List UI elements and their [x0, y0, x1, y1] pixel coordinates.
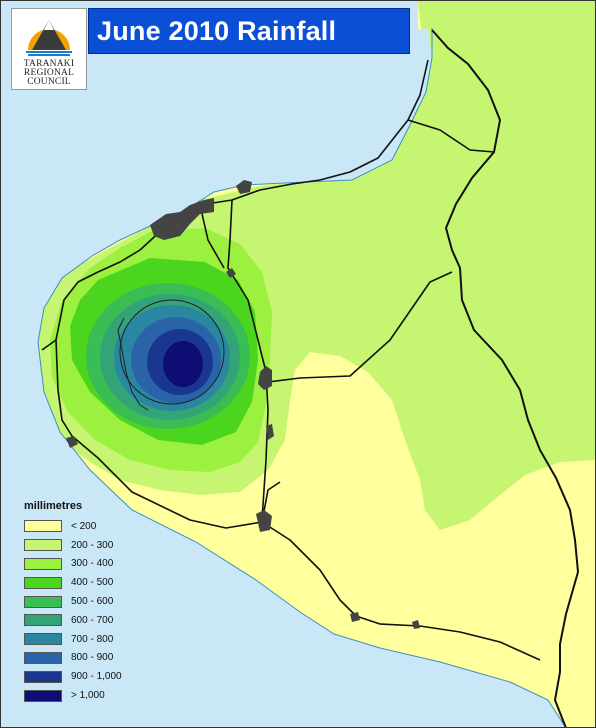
- legend-swatch: [24, 651, 62, 664]
- patea-town: [350, 612, 360, 622]
- legend-swatch: [24, 633, 62, 646]
- legend-row: 300 - 400: [24, 555, 154, 574]
- opunake-town: [66, 436, 78, 448]
- logo-line-3: COUNCIL: [27, 77, 71, 87]
- new-plymouth-town: [150, 198, 214, 240]
- legend: millimetres < 200 200 - 300 300 - 400 40…: [24, 500, 154, 705]
- legend-row: < 200: [24, 517, 154, 536]
- legend-row: 200 - 300: [24, 536, 154, 555]
- waverley-town: [412, 620, 420, 629]
- legend-row: 600 - 700: [24, 611, 154, 630]
- title-banner: June 2010 Rainfall: [88, 8, 410, 54]
- national-park-boundary: [119, 299, 225, 405]
- map-title: June 2010 Rainfall: [97, 16, 337, 46]
- legend-label: 800 - 900: [71, 652, 114, 664]
- taranaki-mountain-logo-icon: [26, 20, 72, 56]
- legend-swatch: [24, 689, 62, 702]
- legend-row: > 1,000: [24, 686, 154, 705]
- legend-rows: < 200 200 - 300 300 - 400 400 - 500 500 …: [24, 517, 154, 705]
- legend-label: < 200: [71, 520, 97, 532]
- legend-title: millimetres: [24, 500, 83, 512]
- legend-swatch: [24, 595, 62, 608]
- legend-label: 700 - 800: [71, 633, 114, 645]
- legend-label: > 1,000: [71, 690, 105, 702]
- coastline: [37, 28, 567, 728]
- legend-label: 900 - 1,000: [71, 671, 122, 683]
- legend-row: 400 - 500: [24, 573, 154, 592]
- logo-line-1: TARANAKI: [23, 59, 75, 69]
- inglewood-town: [226, 268, 236, 278]
- legend-swatch: [24, 670, 62, 683]
- regional-boundary: [431, 29, 580, 728]
- legend-row: 500 - 600: [24, 592, 154, 611]
- taranaki-regional-council-logo: TARANAKI REGIONAL COUNCIL: [11, 8, 87, 90]
- stratford-town: [258, 366, 272, 390]
- legend-swatch: [24, 539, 62, 552]
- legend-row: 700 - 800: [24, 630, 154, 649]
- waitara-town: [236, 180, 252, 194]
- legend-label: 300 - 400: [71, 558, 114, 570]
- legend-label: 500 - 600: [71, 596, 114, 608]
- hawera-town: [256, 510, 272, 532]
- legend-row: 800 - 900: [24, 649, 154, 668]
- legend-label: 600 - 700: [71, 614, 114, 626]
- legend-swatch: [24, 557, 62, 570]
- legend-swatch: [24, 520, 62, 533]
- legend-row: 900 - 1,000: [24, 667, 154, 686]
- legend-label: 200 - 300: [71, 539, 114, 551]
- logo-line-2: REGIONAL: [23, 68, 75, 78]
- park-boundary-extension: [117, 317, 149, 411]
- road-network: [41, 59, 541, 661]
- legend-label: 400 - 500: [71, 577, 114, 589]
- town-areas: [66, 180, 420, 629]
- legend-swatch: [24, 614, 62, 627]
- eltham-town: [266, 424, 274, 440]
- legend-swatch: [24, 576, 62, 589]
